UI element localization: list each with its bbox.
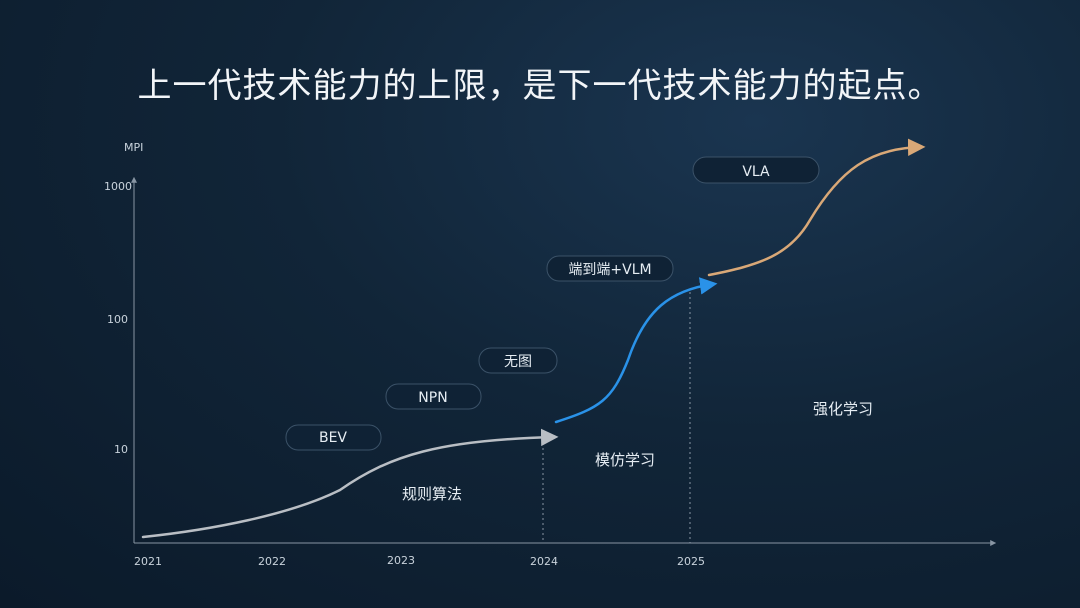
milestone-label: 无图 bbox=[504, 354, 532, 370]
milestone-no-map: 无图 bbox=[478, 347, 558, 374]
x-tick-label: 2021 bbox=[134, 555, 162, 568]
milestone-bev: BEV bbox=[285, 424, 382, 451]
x-tick-label: 2025 bbox=[677, 555, 705, 568]
y-tick-label: 1000 bbox=[104, 180, 132, 193]
series-line-imitation bbox=[554, 277, 718, 424]
y-axis-label: MPI bbox=[124, 141, 143, 154]
series-line-reinforcement bbox=[707, 138, 926, 277]
series-line-rule-based bbox=[141, 428, 559, 539]
milestone-label: 端到端+VLM bbox=[568, 262, 651, 278]
milestone-label: BEV bbox=[319, 430, 347, 446]
slide-title: 上一代技术能力的上限，是下一代技术能力的起点。 bbox=[137, 66, 943, 106]
x-tick-label: 2022 bbox=[258, 555, 286, 568]
region-label-rule-based: 规则算法 bbox=[402, 485, 462, 503]
milestone-vla: VLA bbox=[692, 156, 820, 184]
milestone-npn: NPN bbox=[385, 383, 482, 410]
x-tick-label: 2024 bbox=[530, 555, 558, 568]
milestone-label: NPN bbox=[418, 390, 447, 406]
y-tick-label: 100 bbox=[107, 313, 128, 326]
region-label-reinforcement: 强化学习 bbox=[813, 400, 873, 418]
x-tick-label: 2023 bbox=[387, 554, 415, 567]
region-label-imitation: 模仿学习 bbox=[595, 451, 655, 469]
milestone-e2e-vlm: 端到端+VLM bbox=[546, 255, 674, 282]
y-tick-label: 10 bbox=[114, 443, 128, 456]
milestone-label: VLA bbox=[742, 164, 770, 180]
